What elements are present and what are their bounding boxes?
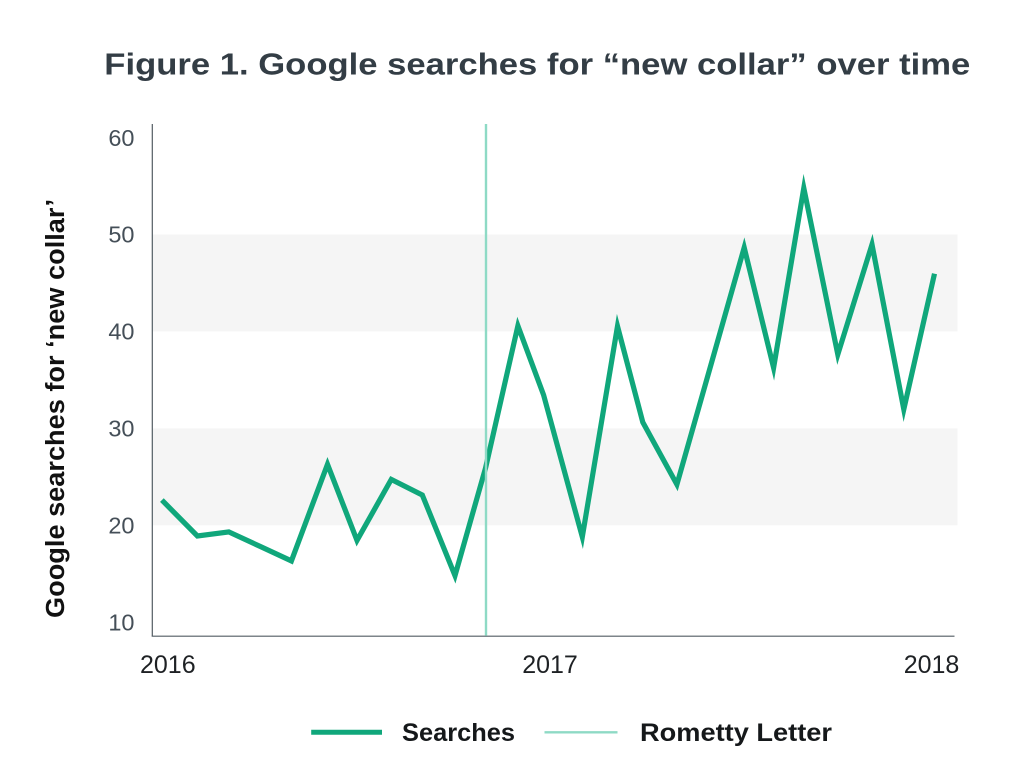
svg-text:2016: 2016 bbox=[140, 651, 196, 679]
svg-text:2017: 2017 bbox=[522, 651, 578, 679]
svg-text:20: 20 bbox=[108, 513, 134, 539]
svg-text:50: 50 bbox=[108, 222, 134, 248]
svg-text:10: 10 bbox=[108, 609, 134, 635]
svg-text:Figure 1. Google searches for: Figure 1. Google searches for “new colla… bbox=[104, 47, 970, 82]
svg-text:Google searches for ‘new colla: Google searches for ‘new collar’ bbox=[42, 199, 70, 618]
svg-text:30: 30 bbox=[108, 416, 134, 442]
svg-text:Rometty Letter: Rometty Letter bbox=[640, 719, 832, 747]
svg-text:60: 60 bbox=[108, 125, 134, 151]
svg-text:Searches: Searches bbox=[402, 719, 515, 747]
svg-text:2018: 2018 bbox=[904, 651, 960, 679]
svg-text:40: 40 bbox=[108, 319, 134, 345]
